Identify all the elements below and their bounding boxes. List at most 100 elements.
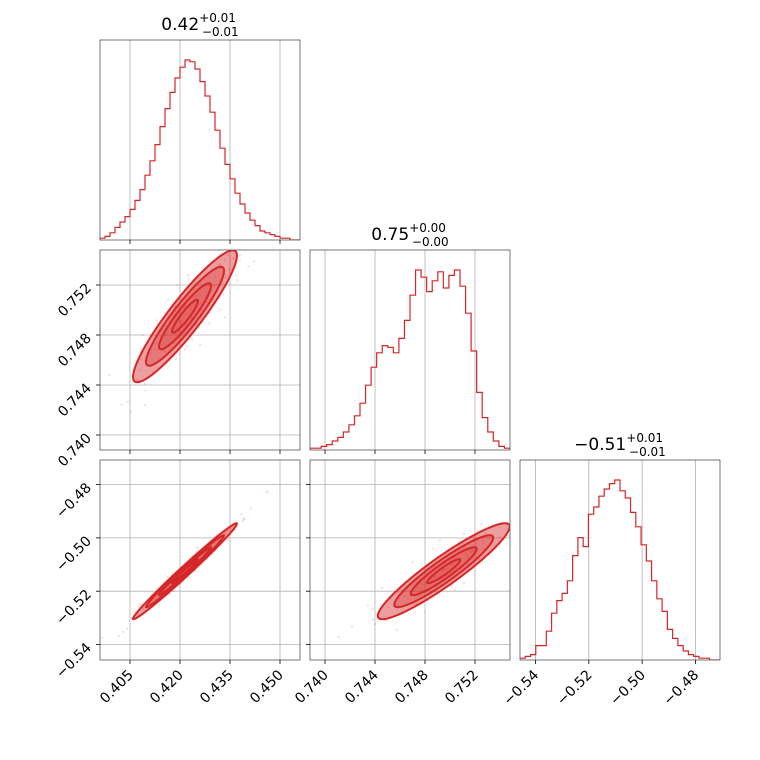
sample-point [404,594,408,598]
sample-point [141,334,144,337]
sample-point [264,490,268,494]
sample-point [166,333,170,336]
sample-point [241,519,245,523]
sample-point [174,332,178,336]
title-value: −0.51 [574,435,626,455]
sample-point [140,358,143,362]
sample-point [481,539,484,542]
x-tick-label: 0.748 [392,667,432,707]
y-tick-label: 0.748 [55,331,95,371]
y-tick-label: −0.52 [53,587,95,629]
sample-point [221,281,224,285]
sample-point [207,322,211,325]
sample-point [507,534,510,538]
title-plus: +0.01 [199,11,236,25]
sample-point [443,569,446,572]
sample-point [465,554,469,557]
sample-point [236,279,239,282]
sample-point [219,308,222,311]
title-minus: −0.01 [202,25,239,39]
sample-point [238,259,242,262]
title-plus: +0.01 [626,431,663,445]
sample-point [395,628,398,632]
sample-point [120,403,123,407]
sample-point [453,588,457,591]
sample-point [166,298,170,301]
sample-point [511,526,513,528]
panel-frame [519,459,721,661]
sample-point [117,634,120,637]
panel-title-1: 0.75+0.00 −0.00 [371,221,448,249]
sample-point [498,536,501,539]
contour-level-0 [426,558,462,585]
sample-point [185,344,189,348]
sample-point [223,258,226,262]
sample-point [433,575,436,579]
sample-point [217,263,221,266]
sample-point [205,300,208,304]
sample-point [226,242,228,244]
title-value: 0.75 [371,225,409,245]
sample-point [190,338,194,341]
sample-point [209,260,212,263]
sample-point [515,520,517,522]
panel-frame [99,249,301,451]
sample-point [225,275,228,278]
sample-point [371,618,375,621]
sample-point [178,319,182,322]
contour-level-0 [170,558,200,585]
sample-point [178,330,181,334]
sample-point [224,531,227,535]
y-tick-label: 0.740 [55,431,95,471]
sample-point [498,526,501,529]
panel-content [100,490,270,639]
sample-point [141,608,145,611]
y-tick-label: −0.54 [53,640,95,682]
contour-level-2 [144,265,226,367]
panel-frame [99,39,301,241]
panel-title-2: −0.51+0.01 −0.01 [574,431,666,459]
sample-point [143,404,147,407]
sample-point [476,529,479,532]
title-minus: −0.01 [629,445,666,459]
sample-point [482,547,485,550]
sample-point [291,198,293,200]
sample-point [407,597,410,601]
sample-point [155,319,158,322]
x-tick-label: −0.54 [501,667,543,709]
sample-point [273,210,275,212]
x-tick-label: 0.740 [292,667,332,707]
panel-frame [309,459,511,661]
panel-2-2: −0.51+0.01 −0.01 −0.54 −0.52 −0.50 −0.48 [501,431,721,709]
sample-point [165,575,169,579]
x-tick-label: −0.52 [554,667,596,709]
sample-point [162,342,166,345]
sample-point [251,240,253,242]
sample-point [564,486,566,488]
sample-point [179,322,183,325]
sample-point [243,517,246,521]
sample-point [194,294,197,298]
x-tick-label: −0.48 [661,667,703,709]
sample-point [248,235,250,237]
sample-point [193,281,197,285]
sample-point [225,247,227,249]
sample-point [421,583,425,586]
panel-content [108,198,293,413]
sample-point [530,507,532,509]
panel-0-0: 0.42+0.01 −0.01 [99,11,301,244]
title-minus: −0.00 [412,235,449,249]
sample-point [143,382,146,386]
sample-point [225,531,228,534]
sample-point [149,352,153,356]
sample-point [240,513,243,516]
plot-layer: 0.42+0.01 −0.010.7400.7440.7480.7520.75+0… [53,11,721,709]
y-tick-label: 0.752 [55,281,95,321]
sample-point [138,368,141,372]
panel-content [310,269,510,450]
sample-point [162,349,166,352]
x-tick-label: 0.752 [442,667,482,707]
sample-point [183,348,187,351]
sample-point [121,630,125,634]
sample-point [472,549,475,553]
